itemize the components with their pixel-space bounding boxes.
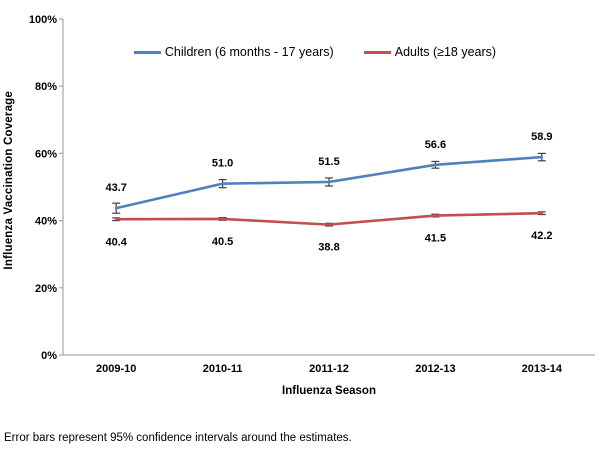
series-line-0 <box>114 155 544 210</box>
data-label: 43.7 <box>105 182 126 194</box>
x-tick-label: 2013-14 <box>522 363 563 375</box>
data-label: 58.9 <box>531 131 552 143</box>
data-label: 40.5 <box>212 236 233 248</box>
y-tick-label: 80% <box>35 81 57 93</box>
y-axis-title: Influenza Vaccination Coverage <box>3 91 15 270</box>
x-tick-label: 2011-12 <box>309 363 349 375</box>
y-tick-label: 20% <box>35 283 57 295</box>
data-label: 51.5 <box>318 156 339 168</box>
x-axis-title: Influenza Season <box>282 385 376 397</box>
data-label: 40.4 <box>105 236 127 248</box>
footnote-line: Error bars represent 95% confidence inte… <box>4 431 352 444</box>
data-label: 51.0 <box>212 158 233 170</box>
legend-item-children: Children (6 months - 17 years) <box>133 45 334 59</box>
data-label: 38.8 <box>318 242 339 254</box>
legend: Children (6 months - 17 years) Adults (≥… <box>0 45 600 59</box>
legend-label-children: Children (6 months - 17 years) <box>164 45 334 59</box>
footnotes: Error bars represent 95% confidence inte… <box>4 401 598 463</box>
data-label: 56.6 <box>425 139 446 151</box>
y-tick-label: 100% <box>29 14 57 26</box>
legend-line-children-icon <box>133 50 161 54</box>
y-tick-label: 60% <box>35 148 57 160</box>
chart-canvas: 0% 20% 40% 60% 80% 100% 2009-10 2010-11 2011-12 2… <box>29 14 595 375</box>
data-label: 42.2 <box>531 230 552 242</box>
x-tick-label: 2009-10 <box>96 363 136 375</box>
legend-line-adults-icon <box>363 50 391 54</box>
legend-item-adults: Adults (≥18 years) <box>363 45 497 59</box>
y-tick-label: 40% <box>35 216 57 228</box>
y-tick-label: 0% <box>41 350 57 362</box>
legend-label-adults: Adults (≥18 years) <box>394 45 497 59</box>
x-tick-label: 2012-13 <box>415 363 455 375</box>
x-tick-label: 2010-11 <box>203 363 243 375</box>
series-line-1 <box>114 211 544 226</box>
data-label: 41.5 <box>425 233 446 245</box>
